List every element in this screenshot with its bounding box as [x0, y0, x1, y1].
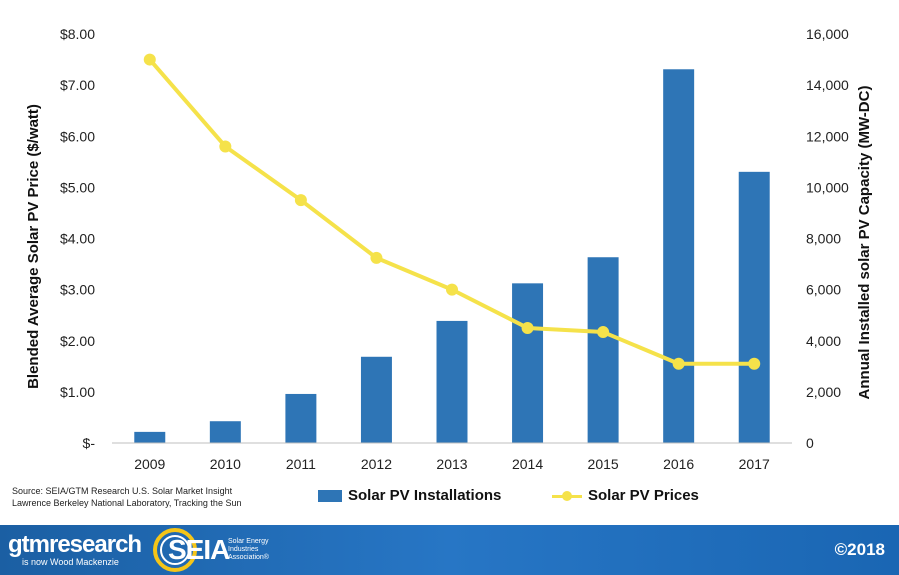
y-tick-label: $8.00	[60, 26, 95, 42]
price-point-2014	[521, 321, 534, 334]
line-series	[143, 53, 761, 370]
seia-logo-text: SEIA	[168, 534, 230, 565]
y2-axis-title: Annual Installed solar PV Capacity (MW-D…	[856, 86, 873, 400]
source-line-1: Source: SEIA/GTM Research U.S. Solar Mar…	[12, 486, 233, 496]
chart: Blended Average Solar PV Price ($/watt) …	[25, 26, 873, 472]
bar-2010	[209, 421, 241, 443]
y2-tick-label: 12,000	[806, 128, 849, 144]
y2-tick-label: 14,000	[806, 77, 849, 93]
legend-label-prices: Solar PV Prices	[588, 487, 699, 504]
price-point-2009	[143, 53, 156, 66]
y2-tick-label: 8,000	[806, 231, 841, 247]
x-tick-label: 2017	[739, 456, 770, 472]
seia-sun-icon	[153, 528, 197, 572]
x-tick-label: 2009	[134, 456, 165, 472]
bar-series	[134, 69, 770, 444]
y-tick-label: $4.00	[60, 231, 95, 247]
y-tick-label: $-	[83, 435, 96, 451]
bar-2012	[360, 356, 392, 443]
legend-swatch-bar	[318, 489, 342, 502]
x-tick-label: 2014	[512, 456, 543, 472]
footer-banner: gtmresearch is now Wood Mackenzie SEIA S…	[0, 525, 899, 575]
seia-tagline: Solar Energy Industries Association®	[228, 538, 269, 561]
price-point-2017	[748, 357, 761, 370]
bar-2015	[587, 257, 619, 443]
legend-item-prices: Solar PV Prices	[552, 487, 699, 504]
price-point-2012	[370, 251, 383, 264]
x-tick-label: 2012	[361, 456, 392, 472]
price-point-2011	[294, 194, 307, 207]
price-point-2015	[597, 326, 610, 339]
x-tick-label: 2011	[286, 456, 316, 472]
x-tick-label: 2015	[588, 456, 619, 472]
legend-swatch-line	[552, 490, 582, 502]
y2-tick-label: 4,000	[806, 333, 841, 349]
bar-2013	[436, 320, 468, 443]
y2-tick-label: 10,000	[806, 179, 849, 195]
y-tick-label: $5.00	[60, 179, 95, 195]
y2-tick-label: 0	[806, 435, 814, 451]
bar-2011	[285, 393, 317, 443]
x-tick-label: 2010	[210, 456, 241, 472]
source-note: Source: SEIA/GTM Research U.S. Solar Mar…	[12, 485, 241, 509]
bar-2014	[512, 283, 544, 443]
source-line-2: Lawrence Berkeley National Laboratory, T…	[12, 498, 242, 508]
bar-2016	[663, 69, 695, 444]
y-axis-title: Blended Average Solar PV Price ($/watt)	[25, 104, 42, 389]
y2-tick-label: 6,000	[806, 282, 841, 298]
y-axis-ticks: $- $1.00 $2.00 $3.00 $4.00 $5.00 $6.00 $7.00 $8.…	[60, 26, 95, 451]
y2-tick-label: 2,000	[806, 384, 841, 400]
gtm-logo-subtitle: is now Wood Mackenzie	[22, 557, 119, 567]
price-point-2010	[219, 140, 232, 153]
gtm-logo-text: gtmresearch	[8, 531, 142, 558]
y-tick-label: $2.00	[60, 333, 95, 349]
legend-item-installations: Solar PV Installations	[318, 487, 501, 504]
bar-2017	[738, 171, 770, 443]
x-axis-ticks: 2009 2010 2011 2012 2013 2014 2015 2016 2017	[134, 456, 770, 472]
y-tick-label: $6.00	[60, 128, 95, 144]
x-tick-label: 2016	[663, 456, 694, 472]
y-tick-label: $3.00	[60, 282, 95, 298]
y-tick-label: $1.00	[60, 384, 95, 400]
price-point-2013	[446, 283, 458, 296]
y-tick-label: $7.00	[60, 77, 95, 93]
y2-axis-ticks: 0 2,000 4,000 6,000 8,000 10,000 12,000 14,000 1…	[806, 26, 849, 451]
gtm-research-logo: gtmresearch is now Wood Mackenzie	[8, 531, 142, 568]
price-point-2016	[672, 357, 685, 370]
copyright: ©2018	[834, 540, 885, 559]
legend-label-installations: Solar PV Installations	[348, 487, 502, 504]
x-tick-label: 2013	[436, 456, 467, 472]
bar-2009	[134, 431, 166, 443]
y2-tick-label: 16,000	[806, 26, 849, 42]
